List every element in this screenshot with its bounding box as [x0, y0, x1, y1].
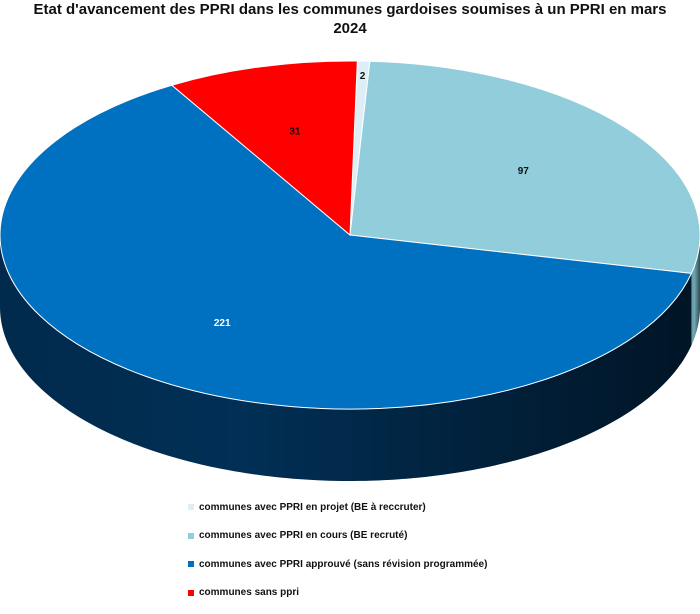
- legend-label: communes avec PPRI en projet (BE à reccr…: [199, 501, 426, 513]
- pie-slice-sans-ppri: [170, 60, 358, 237]
- legend-item-sans-ppri: communes sans ppri: [188, 586, 487, 600]
- data-label-en-projet: 2: [360, 71, 366, 82]
- legend-item-approuve: communes avec PPRI approuvé (sans révisi…: [188, 557, 487, 571]
- legend-swatch: [188, 589, 194, 596]
- legend-swatch: [188, 532, 194, 539]
- pie-side-shade: [691, 235, 700, 346]
- chart-title: Etat d'avancement des PPRI dans les comm…: [0, 0, 700, 38]
- legend-label: communes avec PPRI approuvé (sans révisi…: [199, 558, 488, 570]
- legend-swatch: [188, 561, 194, 567]
- data-label-approuve: 221: [214, 318, 231, 329]
- chart-title-line-1: Etat d'avancement des PPRI dans les comm…: [33, 1, 667, 18]
- pie-chart: 2 97 221 31: [0, 60, 700, 481]
- pie-sides: [0, 235, 700, 481]
- pie-labels: 2 97 221 31: [214, 71, 529, 329]
- legend-label: communes sans ppri: [199, 587, 300, 598]
- legend-label: communes avec PPRI en cours (BE recruté): [199, 530, 408, 541]
- legend-swatch: [188, 504, 194, 510]
- pie-side-shade: [0, 235, 692, 481]
- legend-item-en-projet: communes avec PPRI en projet (BE à reccr…: [188, 500, 487, 514]
- chart-title-line-2: 2024: [333, 20, 367, 37]
- pie-slice-approuve: [0, 84, 693, 410]
- data-label-sans-ppri: 31: [289, 127, 301, 138]
- chart-legend: communes avec PPRI en projet (BE à reccr…: [188, 500, 487, 614]
- legend-item-en-cours: communes avec PPRI en cours (BE recruté): [188, 529, 487, 543]
- data-label-en-cours: 97: [518, 166, 530, 177]
- pie-top: [0, 60, 700, 410]
